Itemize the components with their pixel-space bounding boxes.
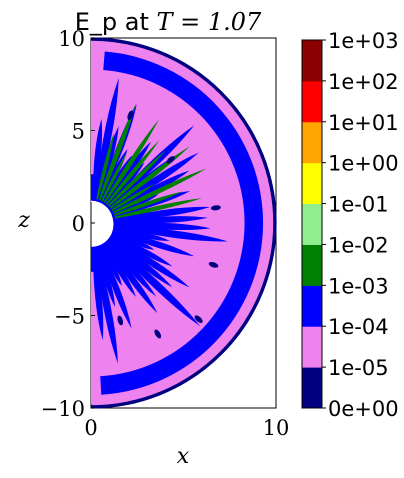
colorbar-label: 1e-05	[328, 356, 389, 380]
colorbar-swatch	[302, 367, 322, 409]
field-blue-finger	[110, 256, 136, 297]
y-tick-label: −5	[54, 305, 85, 329]
field-shell-band	[100, 51, 264, 395]
colorbar-swatch	[302, 326, 322, 368]
field-dark-patch	[154, 329, 162, 339]
field-blue-finger	[127, 236, 155, 250]
field-blue-finger	[123, 243, 190, 288]
y-tick-label: 5	[72, 120, 85, 144]
colorbar-label: 1e-01	[328, 193, 389, 217]
field-green-streak	[98, 102, 137, 201]
field-green-streak	[103, 119, 159, 204]
colorbar-label: 1e-02	[328, 233, 389, 257]
field-blue-finger	[130, 226, 228, 242]
colorbar-swatch	[302, 244, 322, 286]
field-blue-finger	[127, 194, 159, 210]
colorbar-swatch	[302, 285, 322, 327]
field-green-streak	[107, 150, 166, 207]
field-blue-finger	[121, 246, 173, 288]
y-axis-label: z	[17, 208, 30, 233]
field-blue-finger	[113, 254, 158, 314]
field-green-streak	[105, 140, 160, 205]
colorbar-label: 1e+00	[328, 152, 399, 176]
field-green-streak	[101, 152, 127, 202]
colorbar-label: 1e-03	[328, 274, 389, 298]
field-dark-patch	[208, 262, 219, 268]
field-blue-finger	[125, 240, 173, 267]
field-blue-finger	[93, 118, 103, 184]
field-dark-patch	[117, 315, 124, 326]
field-green-streak	[111, 183, 156, 211]
field-dark-patch	[194, 315, 203, 323]
field-blue-finger	[110, 155, 133, 190]
colorbar-swatch	[302, 203, 322, 245]
field-blue-finger	[100, 260, 116, 308]
field-green-streak	[96, 132, 115, 200]
field-blue-finger	[103, 259, 132, 329]
y-tick-label: −10	[41, 397, 85, 421]
y-tick-label: 0	[72, 212, 85, 236]
field-blue-finger	[130, 206, 211, 220]
colorbar-label: 1e-04	[328, 315, 389, 339]
contour-field	[91, 38, 276, 408]
chart-title-prefix: E_p at	[75, 8, 157, 36]
colorbar-swatch	[302, 40, 322, 82]
field-blue-finger	[93, 262, 104, 341]
colorbar-swatch	[302, 80, 322, 123]
colorbar-label: 1e+03	[328, 29, 399, 53]
colorbar: 0e+00 1e-05 1e-04 1e-03 1e-02 1e-01 1e+00 1e+01…	[301, 29, 399, 421]
colorbar-swatch	[302, 162, 322, 205]
colorbar-label: 1e+01	[328, 111, 399, 135]
field-blue-finger	[113, 141, 151, 192]
field-blue-finger	[118, 249, 201, 327]
colorbar-frame	[301, 39, 323, 409]
field-blue-finger	[128, 191, 191, 213]
colorbar-label: 1e+02	[328, 70, 399, 94]
chart-title-math: T = 1.07	[156, 8, 262, 36]
x-tick-label: 0	[84, 416, 97, 440]
field-dark-patch	[210, 205, 221, 211]
field-green-streak	[112, 168, 207, 214]
field-green-streak	[114, 198, 203, 219]
x-tick-label: 10	[263, 416, 290, 440]
field-blue-finger	[129, 230, 170, 241]
colorbar-label: 0e+00	[328, 397, 399, 421]
field-blue-finger	[106, 258, 122, 286]
colorbar-swatch	[302, 121, 322, 164]
chart-title: E_p at T = 1.07	[75, 8, 262, 36]
field-blue-finger	[130, 216, 208, 224]
field-blue-finger	[116, 251, 157, 297]
y-tick-label: 10	[58, 27, 85, 51]
field-blue-finger	[128, 233, 195, 257]
x-axis-label: x	[177, 444, 190, 469]
domain-boundary	[90, 37, 277, 409]
field-blue-finger	[96, 77, 119, 185]
field-dark-patch	[127, 110, 134, 121]
field-dark-patch	[166, 156, 175, 164]
field-blue-finger	[96, 261, 118, 364]
field-green-streak	[113, 191, 183, 216]
